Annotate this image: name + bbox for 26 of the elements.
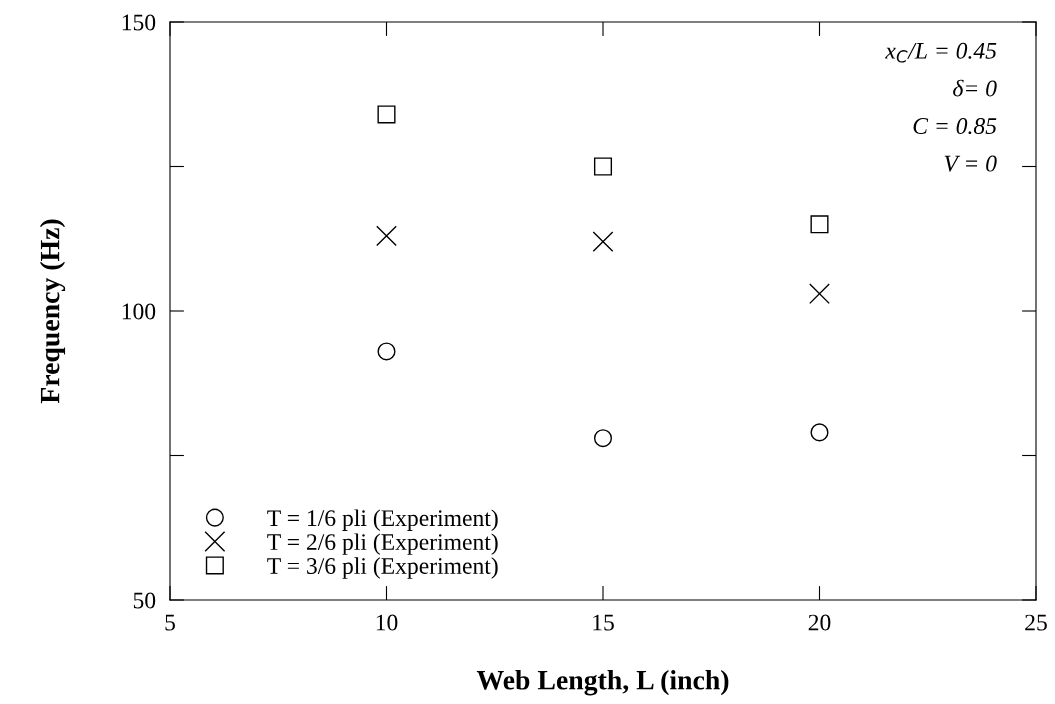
x-tick-label: 15 [593, 614, 614, 631]
y-axis-title: Frequency (Hz) [39, 219, 66, 404]
x-tick-label: 25 [1025, 614, 1047, 631]
point [377, 342, 396, 361]
point [593, 429, 613, 448]
point [810, 215, 829, 234]
x-tick-label: 10 [376, 614, 398, 631]
point [376, 225, 397, 247]
annotation: V = 0 [944, 155, 997, 172]
x-tick-label: 5 [165, 614, 175, 631]
point [810, 423, 829, 442]
legend-label: T = 3/6 pli (Experiment) [267, 557, 498, 579]
y-tick-label: 100 [122, 303, 156, 320]
annotation: C = 0.85 [913, 118, 997, 135]
annotation: δ= 0 [953, 79, 997, 97]
legend-label: T = 1/6 pli (Experiment) [267, 509, 498, 531]
point [593, 157, 613, 176]
x-axis-title: Web Length, L (inch) [476, 670, 729, 696]
x-tick-label: 20 [808, 614, 831, 631]
legend-label: T = 2/6 pli (Experiment) [267, 533, 498, 555]
y-tick-label: 150 [122, 14, 156, 31]
annotation: x$_{C}$/L = 0.45 [885, 42, 997, 63]
point [377, 105, 396, 124]
y-tick-label: 50 [133, 592, 156, 609]
point [809, 283, 830, 305]
point [592, 231, 614, 253]
